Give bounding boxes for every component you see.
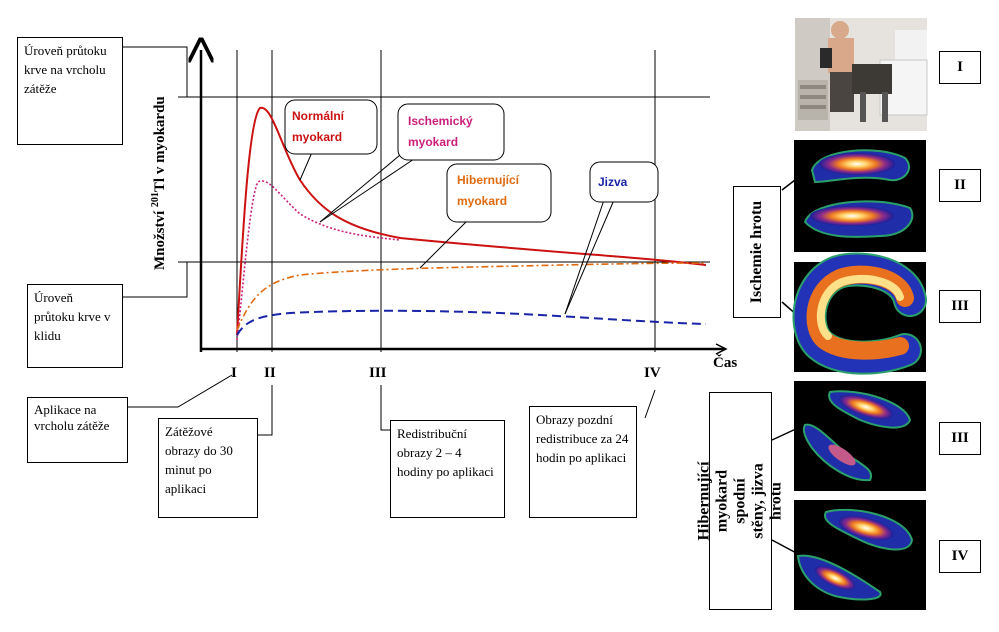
redistribution-note-connector bbox=[380, 385, 390, 431]
note-injection: Aplikace na vrcholu zátěže bbox=[27, 397, 128, 463]
note-stress-images: Zátěžové obrazy do 30 minut po aplikaci bbox=[158, 418, 258, 518]
row-label-3: III bbox=[939, 290, 981, 323]
stress-label-connector bbox=[123, 46, 188, 97]
callout-ischemic-bubble bbox=[397, 103, 505, 161]
curve-scar bbox=[236, 309, 707, 336]
pointer-normal bbox=[299, 149, 314, 181]
pointer-hibernating bbox=[419, 219, 469, 269]
ischemia-caption: Ischemie hrotu bbox=[733, 186, 781, 318]
time-label-II: II bbox=[264, 365, 276, 381]
pointer-ischemic bbox=[319, 154, 421, 223]
label-ischemic: Ischemický myokard bbox=[408, 114, 473, 149]
scan-image-IV bbox=[794, 500, 926, 610]
curve-hibernating bbox=[236, 262, 707, 331]
curve-ischemic bbox=[236, 180, 401, 341]
patient-exercise-photo bbox=[795, 18, 928, 131]
stress-level-label: Úroveň průtoku krve na vrcholu zátěže bbox=[17, 37, 123, 145]
callout-hibernating-bubble bbox=[446, 163, 552, 223]
hibernation-caption: Hibernující myokard spodní stěny, jizva … bbox=[696, 392, 785, 610]
rest-level-label: Úroveň průtoku krve v klidu bbox=[27, 284, 123, 368]
injection-note-connector bbox=[128, 374, 233, 408]
pointer-scar bbox=[564, 199, 605, 315]
hibernation-connector-top bbox=[771, 427, 799, 441]
late-note-connector bbox=[644, 389, 656, 419]
pointer-scar-b bbox=[564, 199, 615, 315]
row-label-5: IV bbox=[939, 540, 981, 573]
time-label-III: III bbox=[369, 365, 387, 381]
time-label-IV: IV bbox=[644, 365, 661, 381]
row-label-4: III bbox=[939, 422, 981, 455]
label-normal: Normální myokard bbox=[292, 109, 345, 144]
rest-label-connector bbox=[123, 262, 188, 298]
label-hibernating: Hibernující myokard bbox=[457, 173, 520, 208]
stress-note-connector bbox=[258, 385, 273, 436]
note-late-images: Obrazy pozdní redistribuce za 24 hodin p… bbox=[529, 406, 637, 518]
scan-image-III-top bbox=[792, 252, 927, 375]
x-axis-label: Čas bbox=[713, 355, 738, 371]
scan-image-II bbox=[794, 140, 926, 252]
row-label-1: I bbox=[939, 51, 981, 84]
time-label-I: I bbox=[231, 365, 237, 381]
row-label-2: II bbox=[939, 169, 981, 202]
ischemia-connector-top bbox=[781, 179, 796, 191]
label-scar: Jizva bbox=[598, 175, 628, 189]
scan-image-III-bottom bbox=[794, 381, 926, 491]
pointer-ischemic-b bbox=[319, 149, 407, 223]
callout-normal-bubble bbox=[284, 99, 378, 155]
curve-normal bbox=[236, 106, 707, 336]
y-axis-label: Množství 201Tl v myokardu bbox=[150, 96, 168, 270]
callout-scar-bubble bbox=[589, 161, 659, 203]
note-redistribution-images: Redistribuční obrazy 2 – 4 hodiny po apl… bbox=[390, 420, 505, 518]
